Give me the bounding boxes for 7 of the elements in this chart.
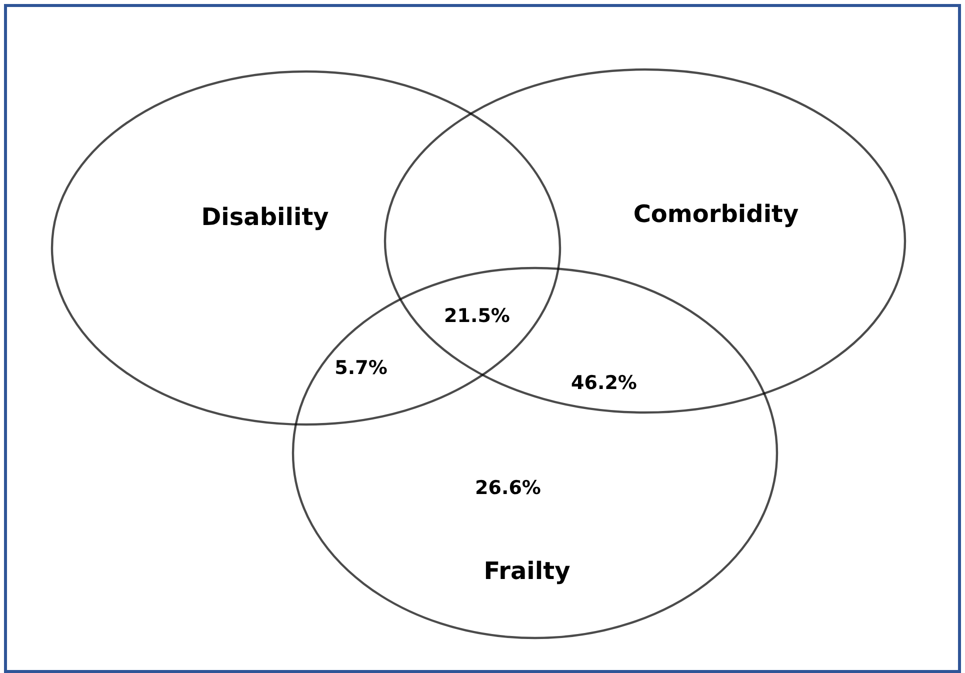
text: Frailty: [484, 557, 571, 585]
text: Disability: [201, 203, 330, 231]
data-label: 26.6%: [475, 477, 541, 499]
data-label: 46.2%: [571, 372, 637, 394]
data-label: 21.5%: [444, 305, 510, 327]
text: Comorbidity: [633, 200, 800, 228]
data-label: 5.7%: [334, 357, 388, 379]
